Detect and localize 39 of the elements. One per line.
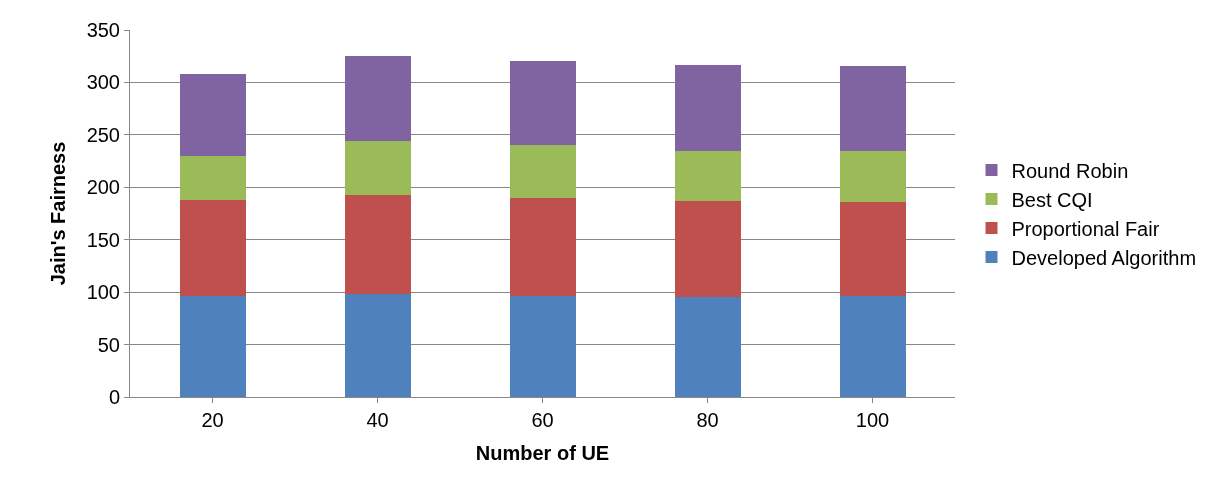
- bar: [839, 201, 906, 297]
- legend-label: Best CQI: [1011, 188, 1093, 211]
- x-tick-label: 100: [855, 409, 890, 431]
- legend-label: Developed Algorithm: [1011, 246, 1197, 269]
- bar: [344, 194, 411, 295]
- bar: [839, 65, 906, 151]
- y-tick-label: 0: [108, 386, 120, 408]
- y-tick-label: 250: [86, 123, 120, 146]
- y-axis-title: Jain's Fairness: [47, 141, 70, 286]
- legend-label: Proportional Fair: [1011, 217, 1160, 240]
- bar: [509, 197, 576, 297]
- bar: [674, 64, 741, 151]
- bar: [509, 296, 576, 397]
- bar: [839, 150, 906, 202]
- bar: [344, 56, 411, 142]
- y-tick-label: 300: [86, 71, 120, 94]
- y-tick-label: 100: [86, 281, 120, 304]
- x-tick-label: 20: [201, 409, 224, 431]
- bar: [344, 294, 411, 397]
- x-tick-label: 60: [531, 409, 554, 431]
- legend-label: Round Robin: [1011, 159, 1129, 182]
- bar: [509, 61, 576, 146]
- y-tick-label: 150: [86, 228, 120, 251]
- bar: [344, 141, 411, 195]
- bar: [179, 296, 246, 397]
- bar: [179, 74, 246, 156]
- x-tick-label: 40: [366, 409, 389, 431]
- bar: [674, 150, 741, 201]
- bar: [839, 296, 906, 397]
- bar: [179, 199, 246, 297]
- bar: [674, 200, 741, 298]
- bar: [179, 155, 246, 200]
- y-tick-label: 200: [86, 176, 120, 199]
- x-tick-label: 80: [696, 409, 719, 431]
- y-tick-label: 50: [97, 333, 120, 356]
- y-tick-label: 350: [86, 19, 120, 41]
- x-axis-title: Number of UE: [475, 441, 610, 464]
- bar: [509, 145, 576, 198]
- bar: [674, 297, 741, 397]
